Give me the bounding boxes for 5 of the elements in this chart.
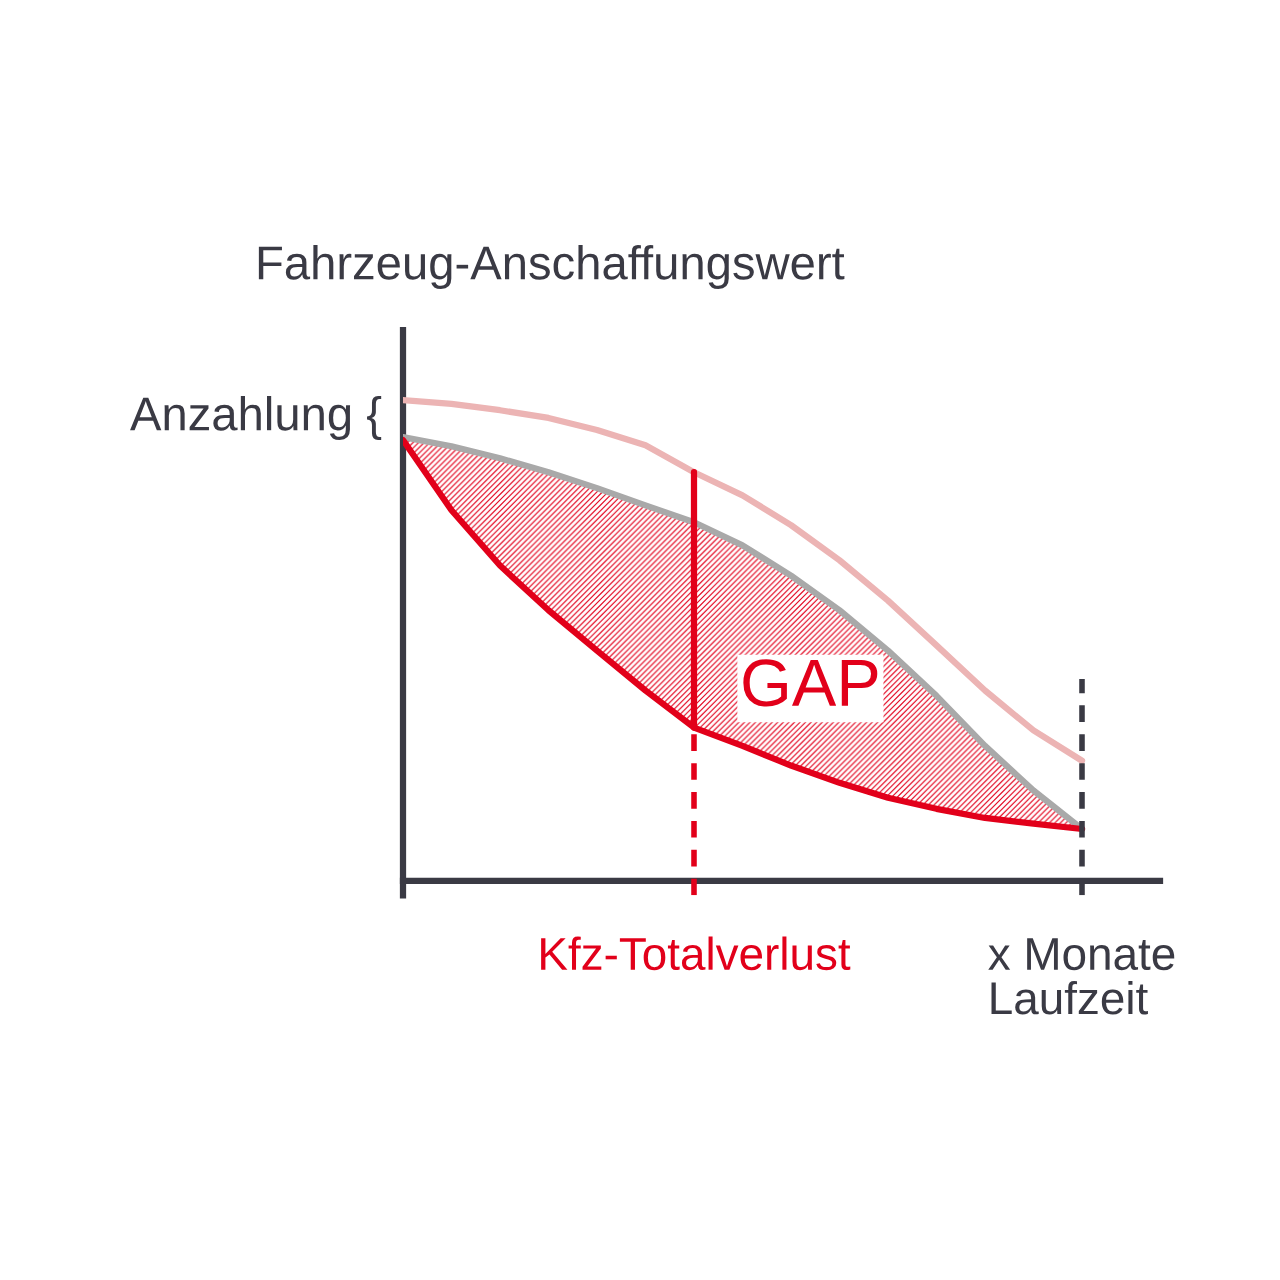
x-tick-label: Kfz-Totalverlust [541, 936, 851, 971]
annotation: GAP [743, 659, 878, 707]
y-axis-title: Fahrzeug-Anschaffungswert [258, 244, 845, 290]
x-tick-label: x Monate Laufzeit [988, 938, 1175, 1015]
text: Anzahlung { [130, 395, 382, 441]
